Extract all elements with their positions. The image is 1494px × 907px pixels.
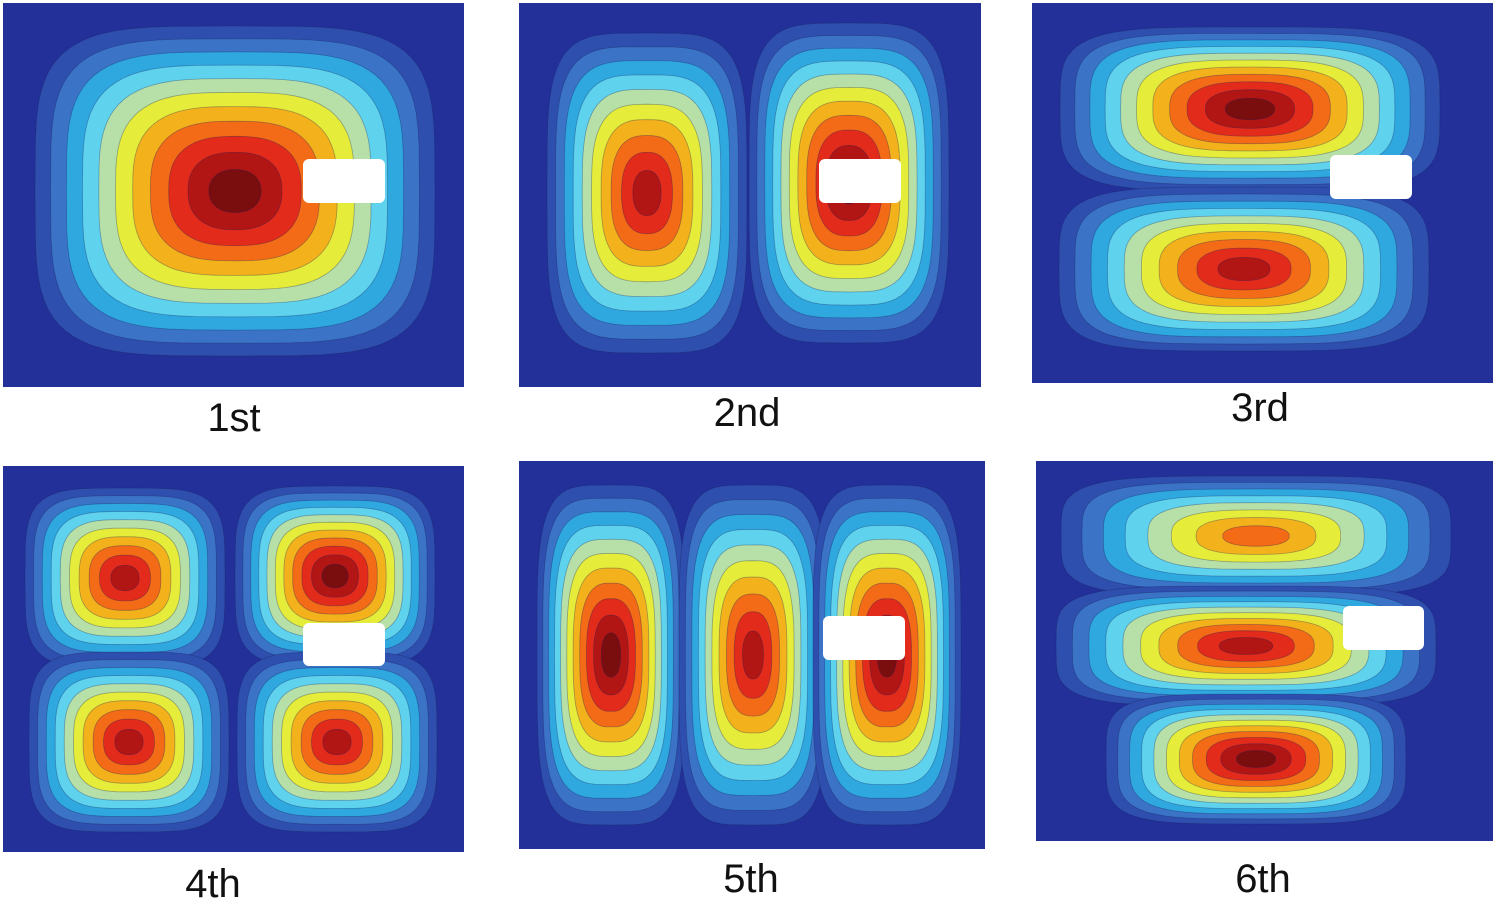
mode-caption-1: 1st — [207, 396, 261, 440]
contour-lobe — [1055, 585, 1437, 707]
mode-caption-5: 5th — [723, 857, 779, 901]
contour-lobe — [1060, 475, 1452, 597]
contour-lobe — [1105, 693, 1407, 825]
obstacle-block — [819, 159, 901, 203]
contour-band — [742, 630, 764, 680]
mode-contour-plot-5 — [519, 461, 985, 849]
mode-caption-4: 4th — [185, 862, 241, 906]
contour-lobe — [236, 651, 438, 833]
mode-panel-4 — [3, 466, 464, 852]
contour-lobe — [24, 487, 226, 669]
mode-contour-plot-6 — [1036, 461, 1493, 841]
contour-band — [1222, 525, 1290, 547]
contour-band — [632, 169, 662, 217]
contour-lobe — [234, 485, 436, 667]
mode-contour-plot-1 — [3, 3, 464, 387]
contour-band — [321, 563, 349, 589]
obstacle-block — [823, 616, 905, 660]
mode-panel-1 — [3, 3, 464, 387]
mode-panel-6 — [1036, 461, 1493, 841]
contour-lobe — [678, 484, 828, 826]
mode-contour-plot-2 — [519, 3, 981, 387]
contour-band — [110, 564, 140, 592]
contour-lobe — [28, 651, 230, 833]
contour-lobe — [1058, 186, 1430, 352]
contour-band — [1224, 97, 1276, 121]
mode-panel-5 — [519, 461, 985, 849]
contour-band — [1236, 750, 1276, 768]
obstacle-block — [303, 159, 385, 203]
obstacle-block — [1343, 606, 1424, 650]
mode-panel-2 — [519, 3, 981, 387]
contour-band — [322, 728, 352, 756]
obstacle-block — [1330, 155, 1412, 199]
mode-contour-plot-3 — [1032, 3, 1493, 383]
contour-lobe — [546, 32, 748, 354]
contour-band — [1218, 637, 1274, 655]
contour-lobe — [536, 484, 686, 826]
contour-band — [208, 169, 262, 213]
mode-contour-plot-4 — [3, 466, 464, 852]
contour-band — [601, 632, 621, 678]
obstacle-block — [303, 623, 385, 666]
mode-caption-2: 2nd — [713, 391, 781, 435]
contour-band — [114, 728, 144, 756]
contour-band — [1217, 256, 1271, 282]
contour-lobe — [34, 25, 436, 357]
mode-panel-3 — [1032, 3, 1493, 383]
mode-caption-6: 6th — [1235, 857, 1291, 901]
mode-caption-3: 3rd — [1231, 386, 1289, 430]
contour-lobe — [1059, 26, 1441, 192]
